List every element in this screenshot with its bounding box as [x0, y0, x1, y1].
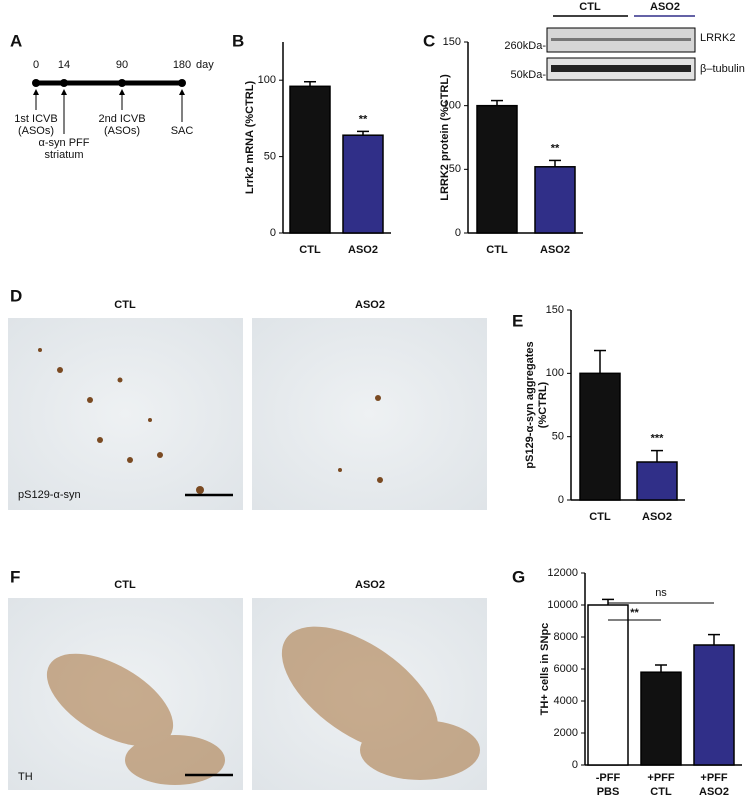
y-axis-label: pS129-α-syn aggregates	[524, 341, 536, 468]
y-tick-label: 150	[546, 304, 564, 316]
timeline-tick: 14	[58, 59, 70, 71]
band-label: β–tubulin	[700, 63, 745, 75]
event-label: 2nd ICVB	[98, 113, 145, 125]
y-tick-label: 2000	[554, 727, 578, 739]
timeline-tick: 90	[116, 59, 128, 71]
blot-group: CTL	[579, 1, 601, 13]
mw-marker: 50kDa-	[511, 69, 547, 81]
panel-label: A	[10, 31, 22, 50]
timeline-dot	[32, 79, 40, 87]
y-axis-label: (%CTRL)	[537, 381, 549, 428]
event-label: (ASOs)	[104, 125, 140, 137]
x-tick-label: ASO2	[540, 244, 570, 256]
timeline-dot	[118, 79, 126, 87]
y-tick-label: 4000	[554, 695, 578, 707]
blot-band	[551, 38, 691, 41]
y-tick-label: 100	[443, 100, 461, 112]
bar	[693, 644, 735, 766]
micrograph	[252, 318, 487, 510]
y-axis-label: Lrrk2 mRNA (%CTRL)	[244, 81, 256, 195]
y-axis-label: TH+ cells in SNpc	[539, 623, 551, 716]
bar	[289, 85, 331, 234]
blot-band	[551, 65, 691, 72]
significance: ***	[651, 433, 665, 445]
image-column: ASO2	[355, 299, 385, 311]
event-label: 1st ICVB	[14, 113, 57, 125]
arrow-head	[33, 89, 39, 95]
bar	[342, 134, 384, 234]
y-tick-label: 50	[449, 163, 461, 175]
y-axis-label: LRRK2 protein (%CTRL)	[439, 74, 451, 201]
band-label: LRRK2	[700, 32, 735, 44]
x-tick-label: +PFF	[647, 772, 674, 784]
stain-label: pS129-α-syn	[18, 489, 81, 501]
bar	[587, 604, 629, 766]
arrow-head	[119, 89, 125, 95]
x-tick-label: ASO2	[699, 786, 729, 798]
bar	[476, 104, 518, 234]
x-tick-label: CTL	[486, 244, 508, 256]
timeline-unit: day	[196, 59, 214, 71]
bar	[640, 671, 682, 766]
event-label: SAC	[171, 125, 194, 137]
y-tick-label: 0	[572, 759, 578, 771]
y-tick-label: 100	[546, 367, 564, 379]
image-column: CTL	[114, 579, 136, 591]
x-tick-label: CTL	[589, 511, 611, 523]
blot-group: ASO2	[650, 1, 680, 13]
significance: **	[630, 607, 639, 619]
significance: ns	[655, 587, 667, 599]
stain-dots	[38, 348, 383, 494]
micrograph	[8, 318, 243, 510]
event-label: α-syn PFF	[39, 137, 90, 149]
significance: **	[551, 142, 560, 154]
bar	[534, 166, 576, 234]
y-tick-label: 100	[258, 74, 276, 86]
x-tick-label: PBS	[597, 786, 620, 798]
image-column: CTL	[114, 299, 136, 311]
y-tick-label: 6000	[554, 663, 578, 675]
x-tick-label: ASO2	[642, 511, 672, 523]
y-tick-label: 10000	[547, 599, 578, 611]
panel-label: B	[232, 31, 244, 50]
y-tick-label: 50	[264, 151, 276, 163]
stain-label: TH	[18, 771, 33, 783]
image-column: ASO2	[355, 579, 385, 591]
arrow-head	[61, 89, 67, 95]
timeline-tick: 0	[33, 59, 39, 71]
y-tick-label: 8000	[554, 631, 578, 643]
y-tick-label: 12000	[547, 567, 578, 579]
panel-label: C	[423, 31, 435, 50]
panel-label: D	[10, 286, 22, 305]
y-tick-label: 0	[558, 494, 564, 506]
timeline-tick: 180	[173, 59, 191, 71]
bar	[579, 372, 621, 501]
panel-label: F	[10, 567, 20, 586]
mw-marker: 260kDa-	[504, 40, 546, 52]
x-tick-label: ASO2	[348, 244, 378, 256]
arrow-head	[179, 89, 185, 95]
event-label: (ASOs)	[18, 125, 54, 137]
x-tick-label: CTL	[650, 786, 672, 798]
panel-label: E	[512, 311, 523, 330]
x-tick-label: CTL	[299, 244, 321, 256]
y-tick-label: 0	[270, 227, 276, 239]
x-tick-label: +PFF	[700, 772, 727, 784]
timeline-dot	[60, 79, 68, 87]
significance: **	[359, 113, 368, 125]
y-tick-label: 150	[443, 36, 461, 48]
timeline-dot	[178, 79, 186, 87]
y-tick-label: 50	[552, 431, 564, 443]
stain-cells	[46, 626, 480, 785]
y-tick-label: 0	[455, 227, 461, 239]
panel-label: G	[512, 567, 525, 586]
x-tick-label: -PFF	[596, 772, 621, 784]
event-label: striatum	[44, 149, 83, 161]
bar	[636, 461, 678, 501]
